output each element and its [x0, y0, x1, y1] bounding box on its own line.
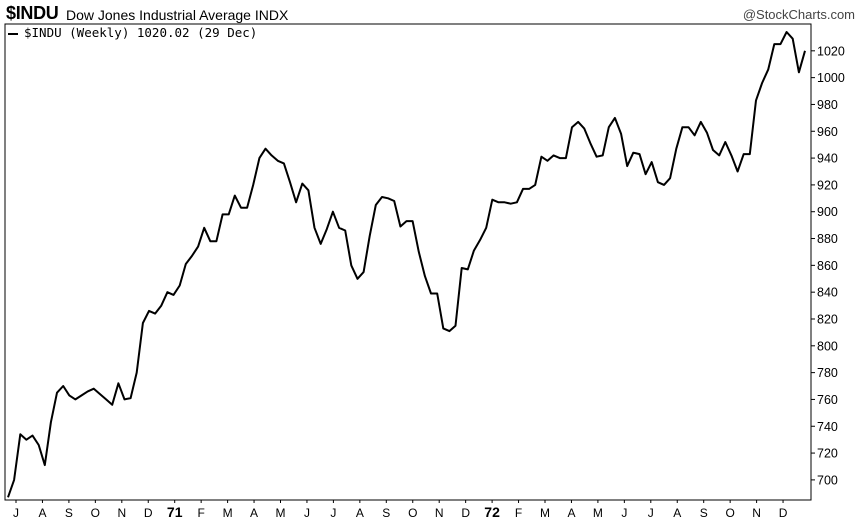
y-tick-label: 1000 [817, 71, 845, 85]
x-month-label: D [461, 506, 470, 520]
source-credit: @StockCharts.com [742, 7, 855, 22]
y-tick-label: 820 [817, 312, 838, 326]
y-tick-label: 780 [817, 366, 838, 380]
x-month-label: J [330, 506, 336, 520]
y-tick-label: 740 [817, 420, 838, 434]
y-tick-label: 880 [817, 232, 838, 246]
x-month-label: A [356, 506, 364, 520]
y-tick-label: 700 [817, 473, 838, 487]
x-month-label: N [435, 506, 444, 520]
y-tick-label: 760 [817, 393, 838, 407]
x-month-label: S [65, 506, 73, 520]
x-month-label: N [752, 506, 761, 520]
series-group [7, 31, 806, 498]
x-month-label: S [700, 506, 708, 520]
x-month-label: N [117, 506, 126, 520]
x-month-label: D [779, 506, 788, 520]
x-month-label: A [567, 506, 575, 520]
x-month-label: S [382, 506, 390, 520]
x-month-label: J [304, 506, 310, 520]
x-month-label: J [648, 506, 654, 520]
x-month-label: A [250, 506, 258, 520]
x-month-label: O [725, 506, 734, 520]
x-axis: J A S O N D 71 F M A M J J A S O N D 72 F M A M J J A S O N D [13, 500, 788, 520]
y-tick-label: 980 [817, 98, 838, 112]
ticker-symbol: $INDU [6, 3, 59, 23]
y-tick-label: 800 [817, 339, 838, 353]
x-month-label: M [276, 506, 286, 520]
y-axis: 700 720 740 760 780 800 820 840 860 880 900 920 940 9… [811, 44, 845, 487]
y-tick-label: 720 [817, 447, 838, 461]
y-tick-label: 960 [817, 125, 838, 139]
x-month-label: D [144, 506, 153, 520]
x-month-label: M [593, 506, 603, 520]
legend-swatch [8, 32, 18, 35]
plot-frame [4, 23, 812, 501]
y-tick-label: 900 [817, 205, 838, 219]
series-legend: $INDU (Weekly) 1020.02 (29 Dec) [8, 25, 257, 40]
x-month-label: F [197, 506, 204, 520]
x-year-label: 71 [167, 504, 183, 520]
y-tick-label: 940 [817, 152, 838, 166]
x-month-label: O [91, 506, 100, 520]
chart-header: $INDU Dow Jones Industrial Average INDX … [6, 3, 855, 25]
y-tick-label: 1020 [817, 44, 845, 58]
x-month-label: O [408, 506, 417, 520]
x-month-label: M [540, 506, 550, 520]
series-line-0 [7, 31, 806, 498]
x-month-label: J [13, 506, 19, 520]
y-tick-label: 840 [817, 286, 838, 300]
x-month-label: A [673, 506, 681, 520]
x-year-label: 72 [484, 504, 500, 520]
x-month-label: F [515, 506, 522, 520]
legend-label: $INDU (Weekly) 1020.02 (29 Dec) [24, 25, 258, 40]
x-month-label: J [621, 506, 627, 520]
x-month-label: M [223, 506, 233, 520]
index-name: Dow Jones Industrial Average INDX [66, 7, 289, 23]
y-tick-label: 860 [817, 259, 838, 273]
y-tick-label: 920 [817, 178, 838, 192]
x-month-label: A [38, 506, 46, 520]
